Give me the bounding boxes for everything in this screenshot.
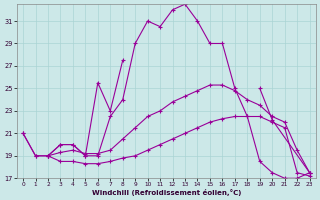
X-axis label: Windchill (Refroidissement éolien,°C): Windchill (Refroidissement éolien,°C) xyxy=(92,189,241,196)
